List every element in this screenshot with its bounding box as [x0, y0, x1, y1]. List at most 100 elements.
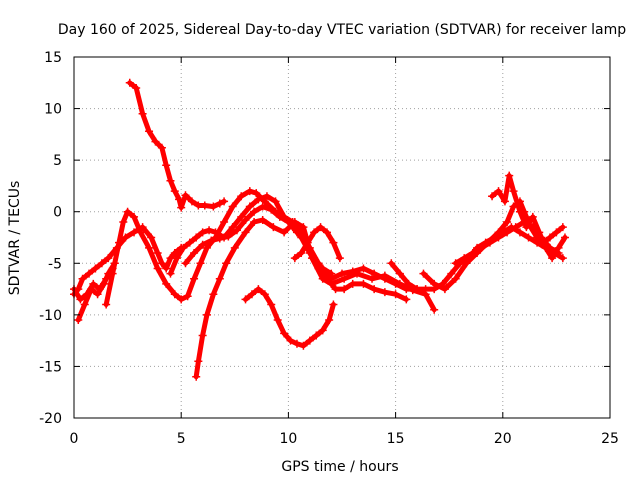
- data-point: [468, 248, 477, 257]
- data-point: [190, 248, 199, 257]
- data-point: [198, 228, 207, 237]
- series-sat-c: [241, 285, 338, 350]
- y-tick-label: 10: [44, 102, 62, 118]
- series-sat-j: [290, 223, 344, 263]
- series-sat-a: [125, 78, 229, 212]
- data-point: [187, 197, 196, 206]
- data-point: [237, 212, 246, 221]
- data-point: [177, 295, 186, 304]
- data-point: [207, 236, 216, 245]
- data-point: [545, 233, 554, 242]
- data-point: [162, 279, 171, 288]
- data-point: [205, 226, 214, 235]
- data-point: [252, 189, 261, 198]
- series-sat-g: [70, 264, 117, 304]
- data-point: [395, 269, 404, 278]
- data-point: [102, 274, 111, 283]
- data-point: [477, 243, 486, 252]
- x-tick-label: 5: [177, 431, 186, 447]
- data-point: [329, 300, 338, 309]
- data-point: [181, 259, 190, 268]
- data-point: [503, 218, 512, 227]
- data-point: [488, 192, 497, 201]
- data-point: [121, 233, 130, 242]
- data-point: [273, 316, 282, 325]
- data-point: [241, 215, 250, 224]
- data-point: [548, 254, 557, 263]
- data-point: [175, 195, 184, 204]
- data-point: [511, 223, 520, 232]
- grid: [74, 57, 610, 418]
- series-trace: [292, 224, 343, 261]
- data-point: [181, 191, 190, 200]
- data-point: [299, 341, 308, 350]
- data-point: [97, 259, 106, 268]
- data-point: [241, 295, 250, 304]
- data-point: [89, 279, 98, 288]
- data-point: [200, 201, 209, 210]
- data-point: [198, 331, 207, 340]
- data-point: [391, 290, 400, 299]
- data-point: [451, 259, 460, 268]
- data-point: [558, 254, 567, 263]
- data-point: [177, 203, 186, 212]
- data-point: [258, 202, 267, 211]
- data-point: [215, 234, 224, 243]
- data-point: [554, 248, 563, 257]
- data-point: [215, 199, 224, 208]
- y-tick-label: -5: [48, 256, 62, 272]
- data-point: [368, 274, 377, 283]
- data-point: [245, 187, 254, 196]
- y-tick-label: -15: [39, 359, 62, 375]
- data-point: [359, 264, 368, 273]
- data-point: [271, 197, 280, 206]
- x-axis-label: GPS time / hours: [281, 459, 398, 475]
- data-point: [545, 243, 554, 252]
- data-point: [224, 232, 233, 241]
- data-point: [102, 300, 111, 309]
- data-point: [220, 197, 229, 206]
- data-point: [327, 269, 336, 278]
- data-point: [267, 205, 276, 214]
- data-point: [537, 233, 546, 242]
- data-point: [404, 279, 413, 288]
- data-point: [119, 218, 128, 227]
- data-point: [290, 254, 299, 263]
- data-point: [312, 331, 321, 340]
- data-point: [198, 240, 207, 249]
- plot-frame: [73, 56, 611, 419]
- data-point: [157, 259, 166, 268]
- data-point: [380, 288, 389, 297]
- data-point: [402, 285, 411, 294]
- data-point: [250, 207, 259, 216]
- data-point: [325, 316, 334, 325]
- data-point: [232, 226, 241, 235]
- data-series: [70, 78, 569, 381]
- data-point: [185, 238, 194, 247]
- data-point: [413, 285, 422, 294]
- data-point: [419, 269, 428, 278]
- data-point: [280, 228, 289, 237]
- data-point: [430, 305, 439, 314]
- data-point: [254, 285, 263, 294]
- series-sat-n: [451, 218, 563, 268]
- data-point: [153, 264, 162, 273]
- y-tick-label: 5: [53, 153, 62, 169]
- data-point: [241, 228, 250, 237]
- data-point: [421, 285, 430, 294]
- data-point: [151, 137, 160, 146]
- data-point: [76, 295, 85, 304]
- data-point: [145, 243, 154, 252]
- data-point: [95, 285, 104, 294]
- data-point: [303, 238, 312, 247]
- data-point: [322, 274, 331, 283]
- data-point: [387, 259, 396, 268]
- data-point: [305, 336, 314, 345]
- x-tick-label: 10: [279, 431, 297, 447]
- series-trace: [243, 286, 336, 349]
- data-point: [153, 248, 162, 257]
- data-point: [503, 228, 512, 237]
- data-point: [515, 207, 524, 216]
- y-tick-label: -10: [39, 308, 62, 324]
